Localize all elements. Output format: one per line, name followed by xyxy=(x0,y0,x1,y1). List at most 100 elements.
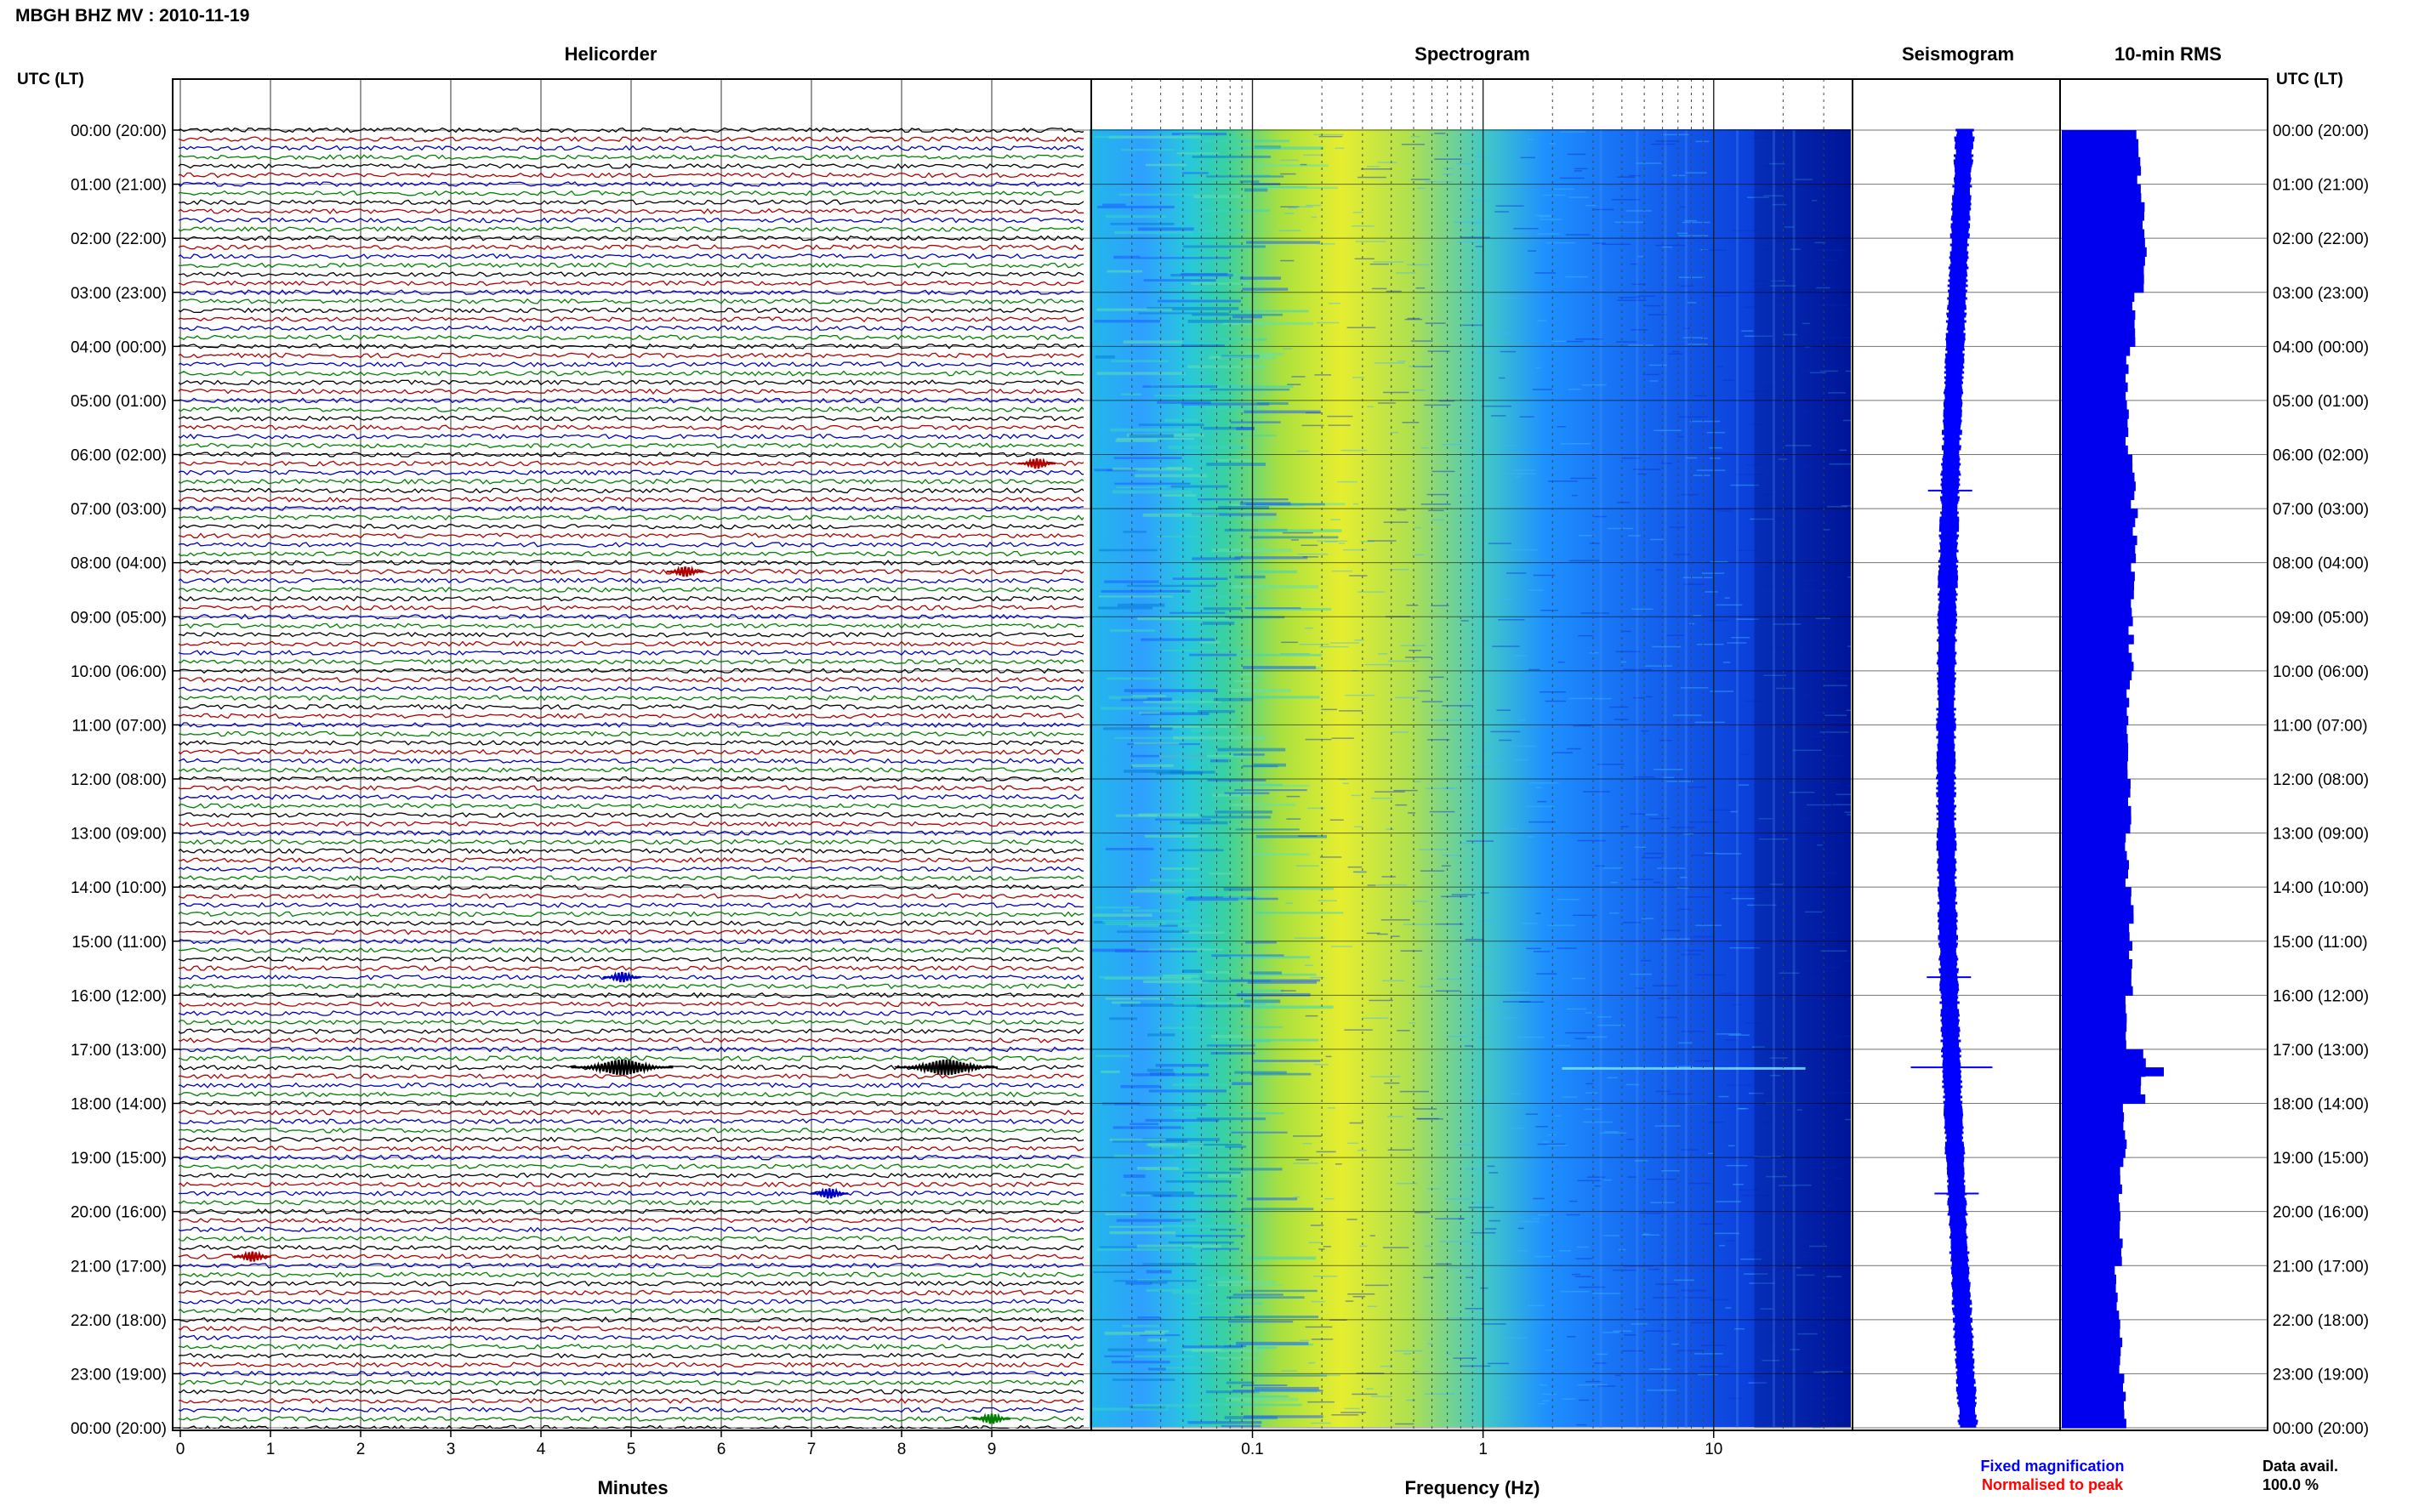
spectrogram-streak xyxy=(1181,1219,1198,1223)
rms-bar xyxy=(2062,1103,2123,1113)
spectrogram-noise xyxy=(1571,494,1578,497)
rms-bar xyxy=(2062,815,2132,825)
spectrogram-streak xyxy=(1133,742,1180,745)
spectrogram-noise xyxy=(1380,1365,1392,1367)
spectrogram-noise xyxy=(1650,538,1665,541)
spectrogram-noise xyxy=(1391,935,1400,937)
rms-bar xyxy=(2062,301,2132,311)
spectrogram-streak xyxy=(1137,617,1231,621)
spectrogram-noise xyxy=(1317,243,1335,245)
spectrogram-noise xyxy=(1797,1333,1818,1335)
rms-bar xyxy=(2062,436,2126,446)
spectrogram-noise xyxy=(1710,452,1738,454)
spectrogram-noise xyxy=(1364,1284,1389,1287)
spectrogram-streak xyxy=(1252,1374,1328,1377)
spectrogram-streak xyxy=(1247,607,1332,611)
spectrogram-streak xyxy=(1161,700,1199,704)
spectrogram-streak xyxy=(1107,270,1142,273)
spectrogram-noise xyxy=(1297,553,1329,555)
spectrogram-streak xyxy=(1132,695,1167,697)
spectrogram-noise xyxy=(1804,911,1823,913)
spectrogram-noise xyxy=(1477,920,1497,922)
spectrogram-noise xyxy=(1427,1188,1440,1190)
helicorder-trace xyxy=(179,162,1084,169)
rms-bar xyxy=(2062,779,2131,789)
spectrogram-streak xyxy=(1113,1126,1181,1129)
spectrogram-streak xyxy=(1247,981,1318,984)
spectrogram-noise xyxy=(1568,560,1600,562)
spectrogram-noise xyxy=(1477,352,1506,354)
spectrogram-streak xyxy=(1137,227,1194,231)
spectrogram-streak xyxy=(1092,1407,1168,1411)
spectrogram-noise xyxy=(1349,1122,1363,1124)
spectrogram-noise xyxy=(1662,246,1673,248)
spectrogram-noise xyxy=(1490,415,1506,417)
spectrogram-noise xyxy=(1828,1092,1851,1094)
rms-bar xyxy=(2062,707,2127,717)
spectrogram-noise xyxy=(1561,1291,1590,1293)
rms-bar xyxy=(2062,1130,2126,1140)
rms-bar xyxy=(2062,995,2126,1005)
spectrogram-noise xyxy=(1585,204,1597,207)
time-label-left: 06:00 (02:00) xyxy=(71,447,167,465)
rms-bar xyxy=(2062,1184,2122,1195)
spectrogram-noise xyxy=(1614,221,1643,224)
spectrogram-noise xyxy=(1624,1334,1636,1336)
helicorder-trace xyxy=(179,1037,1084,1043)
rms-bar xyxy=(2062,868,2128,879)
minute-tick-label: 8 xyxy=(897,1441,907,1458)
spectrogram-noise xyxy=(1342,782,1350,785)
spectrogram-streak xyxy=(1143,279,1216,282)
spectrogram-noise xyxy=(1383,521,1409,523)
helicorder-trace xyxy=(179,497,1084,503)
spectrogram-noise xyxy=(1313,1064,1329,1066)
spectrogram-noise xyxy=(1345,1300,1354,1302)
rms-bar xyxy=(2062,499,2132,509)
spectrogram-noise xyxy=(1634,1160,1648,1162)
spectrogram-noise xyxy=(1762,837,1784,838)
spectrogram-noise xyxy=(1610,881,1618,884)
spectrogram-streak xyxy=(1191,282,1251,285)
rms-bar xyxy=(2062,1112,2125,1123)
helicorder-trace xyxy=(179,929,1084,935)
spectrogram-noise xyxy=(1678,1042,1693,1044)
helicorder-trace xyxy=(179,703,1084,710)
spectrogram-streak xyxy=(1113,1154,1175,1158)
spectrogram-noise xyxy=(1327,415,1353,418)
helicorder-trace xyxy=(179,1109,1084,1116)
rms-bar xyxy=(2062,599,2132,609)
spectrogram-noise xyxy=(1779,907,1797,908)
rms-bar xyxy=(2062,617,2133,627)
spectrogram-noise xyxy=(1331,570,1353,572)
rms-bar xyxy=(2062,742,2129,753)
spectrogram-noise xyxy=(1434,158,1462,160)
spectrogram-noise xyxy=(1631,1323,1648,1325)
spectrogram-streak xyxy=(1125,1191,1194,1195)
spectrogram-noise xyxy=(1731,636,1750,639)
spectrogram-noise xyxy=(1459,495,1466,497)
spectrogram-noise xyxy=(1783,333,1798,336)
rms-bar xyxy=(2062,409,2129,419)
spectrogram-noise xyxy=(1420,446,1429,449)
spectrogram-noise xyxy=(1353,871,1367,873)
helicorder-trace xyxy=(179,568,1084,575)
spectrogram-noise xyxy=(1419,986,1434,988)
spectrogram-noise xyxy=(1617,502,1631,503)
spectrogram-streak xyxy=(1170,485,1229,488)
spectrogram-noise xyxy=(1641,918,1654,919)
spectrogram-noise xyxy=(1690,1322,1714,1324)
spectrogram-noise xyxy=(1317,540,1348,543)
spectrogram-streak xyxy=(1201,595,1256,599)
helicorder-trace xyxy=(179,811,1084,818)
helicorder-trace xyxy=(179,280,1084,287)
spectrogram-noise xyxy=(1412,389,1425,391)
spectrogram-noise xyxy=(1431,470,1455,473)
spectrogram-noise xyxy=(1593,208,1614,211)
spectrogram-noise xyxy=(1534,1255,1556,1258)
spectrogram-streak xyxy=(1146,1270,1172,1274)
helicorder-trace xyxy=(179,415,1084,422)
rms-bar xyxy=(2062,130,2137,140)
spectrogram-noise xyxy=(1751,1046,1765,1048)
spectrogram-streak xyxy=(1136,1167,1179,1170)
spectrogram-streak xyxy=(1234,679,1261,683)
